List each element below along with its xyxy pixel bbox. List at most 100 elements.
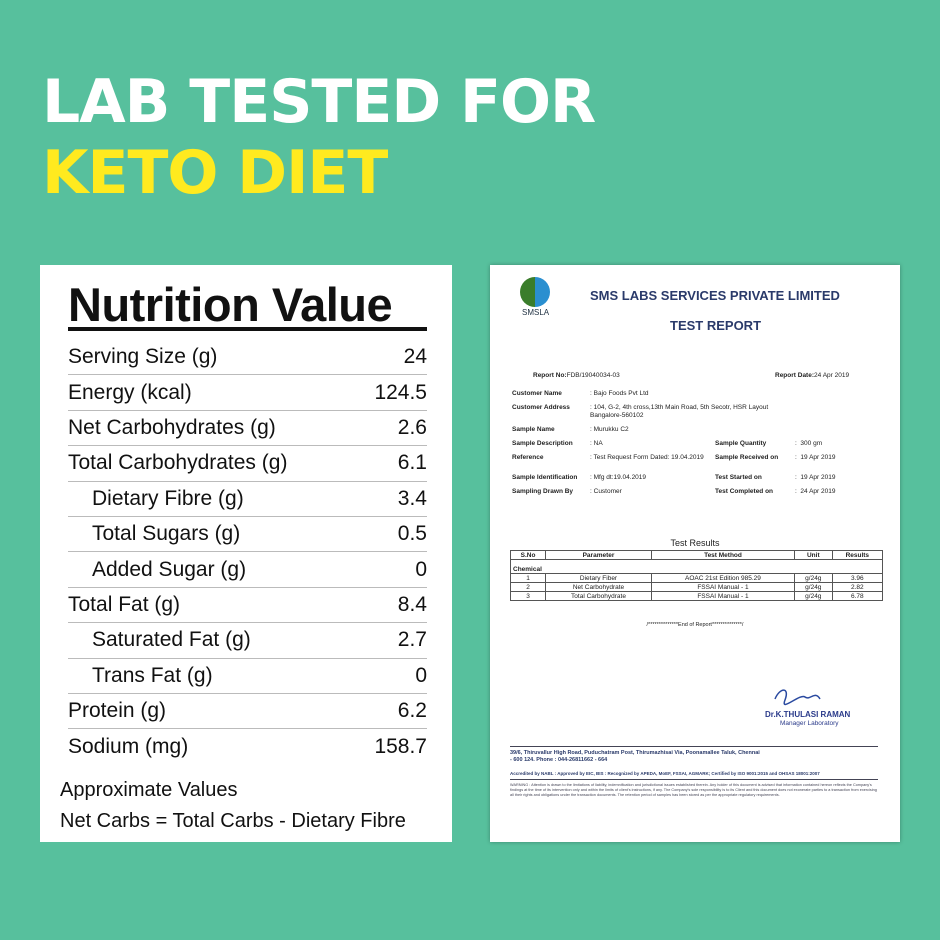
table-cell: 3.96: [831, 573, 884, 583]
nutrient-value: 8.4: [397, 592, 427, 616]
field-value: : Murukku C2: [590, 426, 629, 433]
field-value: : 19 Apr 2019: [795, 454, 836, 461]
results-title: Test Results: [670, 538, 720, 548]
nutrient-value: 0: [415, 663, 427, 687]
table-cell: g/24g: [793, 582, 833, 592]
title-divider: [68, 327, 427, 331]
nutrient-value: 24: [403, 345, 427, 369]
nutrition-row: Total Fat (g) 8.4: [68, 588, 427, 624]
table-cell: FSSAI Manual - 1: [650, 591, 795, 601]
field-label: Sampling Drawn By: [512, 488, 574, 495]
nutrient-value: 124.5: [374, 380, 427, 404]
field-label: Customer Name: [512, 390, 562, 397]
field-value: : Mfg dt:19.04.2019: [590, 474, 647, 481]
nutrition-rows: Serving Size (g) 24 Energy (kcal) 124.5 Net …: [68, 340, 427, 765]
table-cell: 3: [509, 591, 547, 601]
logo-text: SMSLA: [522, 308, 550, 317]
results-table: S.No Parameter Test Method Unit Results Chemi…: [509, 550, 884, 601]
column-header: Results: [831, 550, 884, 560]
nutrition-row: Trans Fat (g) 0: [68, 659, 427, 694]
column-header: Unit: [793, 550, 833, 560]
field-value: : NA: [590, 440, 603, 447]
field-value: : Customer: [590, 488, 622, 495]
field-label: Sample Name: [512, 426, 555, 433]
table-cell: 2: [509, 582, 547, 592]
smsla-logo-icon: [520, 277, 550, 307]
company-name: SMS LABS SERVICES PRIVATE LIMITED: [590, 288, 840, 303]
nutrient-value: 2.7: [397, 628, 427, 652]
report-title: TEST REPORT: [670, 318, 762, 333]
column-header: S.No: [509, 550, 547, 560]
nutrient-label: Total Sugars (g): [92, 522, 241, 546]
nutrition-row: Saturated Fat (g) 2.7: [68, 623, 427, 659]
nutrition-row: Protein (g) 6.2: [68, 694, 427, 730]
field-value: : 19 Apr 2019: [795, 474, 836, 481]
nutrition-card: Nutrition Value Serving Size (g) 24 Energy…: [40, 265, 452, 842]
field-label: Sample Identification: [512, 474, 578, 481]
table-cell: 6.78: [831, 591, 884, 601]
field-label: Customer Address: [512, 404, 570, 411]
warning-text: WARNING : Attention is drawn to the limi…: [510, 783, 877, 797]
nutrient-value: 0: [415, 557, 427, 581]
nutrition-row: Total Sugars (g) 0.5: [68, 517, 427, 553]
nutrient-label: Total Carbohydrates (g): [68, 451, 288, 475]
signatory-role: Manager Laboratory: [780, 720, 839, 727]
nutrient-label: Added Sugar (g): [92, 557, 247, 581]
field-label: Sample Description: [512, 440, 573, 447]
table-row: 1 Dietary Fiber AOAC 21st Edition 985.29 g/…: [509, 573, 884, 583]
nutrient-label: Trans Fat (g): [92, 663, 213, 687]
table-cell: Dietary Fiber: [545, 573, 652, 583]
nutrition-row: Serving Size (g) 24: [68, 340, 427, 376]
report-no-label: Report No:: [533, 372, 567, 379]
nutrient-value: 0.5: [397, 522, 427, 546]
table-cell: FSSAI Manual - 1: [650, 582, 795, 592]
nutrient-label: Net Carbohydrates (g): [68, 415, 276, 439]
table-cell: g/24g: [793, 573, 833, 583]
headline-line1: LAB TESTED FOR: [42, 67, 596, 137]
field-label: Test Completed on: [715, 488, 774, 495]
report-date-label: Report Date:: [775, 372, 815, 379]
nutrient-label: Dietary Fibre (g): [92, 486, 244, 510]
field-value: : Test Request Form Dated: 19.04.2019: [590, 454, 704, 461]
test-report-document: SMSLA SMS LABS SERVICES PRIVATE LIMITED …: [490, 265, 900, 842]
nutrient-value: 3.4: [397, 486, 427, 510]
nutrition-title: Nutrition Value: [68, 278, 393, 331]
field-value: : 104, G-2, 4th cross,13th Main Road, 5t…: [590, 404, 769, 419]
nutrient-label: Sodium (mg): [68, 734, 189, 758]
nutrient-label: Energy (kcal): [68, 380, 192, 404]
column-header: Test Method: [650, 550, 795, 560]
note-approximate: Approximate Values: [60, 779, 238, 801]
note-net-carbs: Net Carbs = Total Carbs - Dietary Fibre: [60, 810, 406, 832]
nutrition-row: Net Carbohydrates (g) 2.6: [68, 411, 427, 447]
table-cell: g/24g: [793, 591, 833, 601]
nutrition-row: Dietary Fibre (g) 3.4: [68, 482, 427, 517]
group-label: Chemical: [510, 559, 883, 574]
nutrient-label: Protein (g): [68, 699, 167, 723]
report-date: 24 Apr 2019: [814, 372, 850, 379]
field-value: : Bajo Foods Pvt Ltd: [590, 390, 649, 397]
field-value: : 24 Apr 2019: [795, 488, 836, 495]
report-no: FDB/19040034-03: [566, 372, 620, 379]
signature-icon: [774, 689, 821, 706]
nutrient-label: Saturated Fat (g): [92, 628, 251, 652]
nutrition-row: Added Sugar (g) 0: [68, 552, 427, 588]
table-cell: AOAC 21st Edition 985.29: [650, 573, 795, 583]
nutrient-value: 6.1: [397, 451, 427, 475]
table-cell: 2.82: [831, 582, 884, 592]
table-row: 3 Total Carbohydrate FSSAI Manual - 1 g/24g…: [509, 591, 884, 601]
nutrient-value: 6.2: [397, 699, 427, 723]
table-row: 2 Net Carbohydrate FSSAI Manual - 1 g/24g 2.…: [509, 582, 884, 592]
end-of-report: /**************End of Report************…: [646, 622, 744, 628]
field-label: Sample Received on: [715, 454, 779, 461]
field-label: Reference: [512, 454, 544, 461]
nutrient-value: 158.7: [374, 734, 427, 758]
table-cell: Net Carbohydrate: [545, 582, 652, 592]
field-label: Test Started on: [715, 474, 762, 481]
nutrient-label: Serving Size (g): [68, 345, 218, 369]
nutrient-value: 2.6: [397, 415, 427, 439]
nutrition-row: Energy (kcal) 124.5: [68, 375, 427, 411]
nutrition-row: Total Carbohydrates (g) 6.1: [68, 446, 427, 482]
table-cell: 1: [509, 573, 547, 583]
signatory-name: Dr.K.THULASI RAMAN: [765, 710, 851, 719]
field-label: Sample Quantity: [715, 440, 767, 447]
